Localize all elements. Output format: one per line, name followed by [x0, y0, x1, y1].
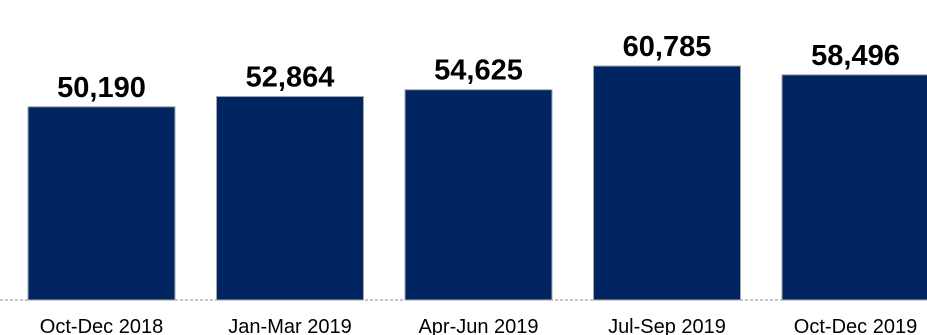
- bar-2: [216, 95, 364, 301]
- value-label-3: 54,625: [434, 55, 523, 87]
- value-label-2: 52,864: [246, 61, 335, 93]
- category-label-5: Oct-Dec 2019: [794, 316, 917, 335]
- bar-1: [27, 106, 176, 301]
- bar-3: [404, 89, 553, 301]
- category-label-2: Jan-Mar 2019: [228, 316, 351, 335]
- bars-group: [27, 65, 927, 301]
- value-label-5: 58,496: [811, 40, 900, 72]
- category-label-4: Jul-Sep 2019: [608, 316, 726, 335]
- value-label-4: 60,785: [623, 31, 712, 63]
- bar-4: [593, 65, 741, 301]
- category-labels-group: Oct-Dec 2018 Jan-Mar 2019 Apr-Jun 2019 Jul-…: [40, 316, 917, 335]
- category-label-3: Apr-Jun 2019: [418, 316, 538, 335]
- value-labels-group: 50,190 52,864 54,625 60,785 58,496: [57, 31, 900, 104]
- value-label-1: 50,190: [57, 72, 146, 104]
- bar-5: [781, 74, 927, 301]
- category-label-1: Oct-Dec 2018: [40, 316, 163, 335]
